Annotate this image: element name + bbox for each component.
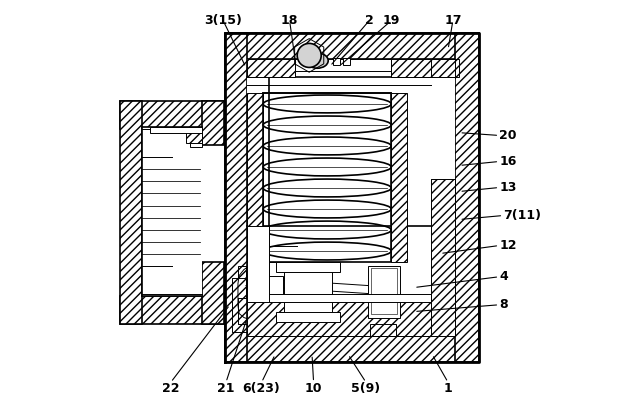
Text: 8: 8	[499, 298, 508, 311]
Bar	[202, 102, 224, 145]
Bar	[276, 262, 340, 272]
Bar	[391, 93, 407, 262]
Bar	[371, 268, 397, 314]
Text: 13: 13	[499, 181, 517, 194]
Bar	[247, 301, 431, 336]
Bar	[370, 324, 396, 336]
Bar	[431, 59, 456, 77]
Bar	[225, 336, 479, 361]
Bar	[247, 59, 456, 336]
Bar	[391, 59, 459, 77]
Text: 6(23): 6(23)	[243, 382, 280, 395]
Bar	[333, 58, 341, 65]
Bar	[247, 293, 431, 301]
Text: 20: 20	[499, 129, 517, 142]
Bar	[368, 266, 400, 318]
Bar	[276, 312, 340, 322]
Bar	[247, 276, 283, 301]
Bar	[295, 59, 391, 71]
Bar	[120, 102, 142, 324]
Ellipse shape	[306, 53, 328, 68]
Bar	[431, 179, 456, 336]
Bar	[142, 127, 202, 295]
Bar	[247, 93, 263, 262]
Text: 19: 19	[383, 14, 400, 27]
Text: 1: 1	[444, 382, 452, 395]
Bar	[225, 33, 247, 361]
Text: 2: 2	[365, 14, 374, 27]
Bar	[190, 139, 202, 147]
Bar	[343, 58, 351, 65]
Text: 3(15): 3(15)	[204, 14, 242, 27]
Text: 16: 16	[499, 155, 517, 168]
Text: 7(11): 7(11)	[504, 209, 541, 222]
Bar	[190, 129, 202, 139]
Text: 5(9): 5(9)	[351, 382, 381, 395]
Bar	[263, 93, 391, 262]
Bar	[202, 262, 224, 324]
Circle shape	[297, 44, 321, 67]
Text: 17: 17	[444, 14, 462, 27]
Bar	[456, 33, 479, 361]
Bar	[186, 129, 202, 143]
Text: 21: 21	[217, 382, 235, 395]
Bar	[120, 102, 224, 129]
Text: 22: 22	[162, 382, 180, 395]
Bar	[150, 127, 202, 133]
Text: 10: 10	[305, 382, 323, 395]
Bar	[247, 226, 269, 301]
Text: 12: 12	[499, 239, 517, 252]
Bar	[247, 59, 295, 77]
Text: 18: 18	[281, 14, 298, 27]
Bar	[284, 262, 332, 322]
Bar	[225, 33, 479, 59]
Text: 4: 4	[499, 270, 508, 283]
Bar	[120, 295, 224, 324]
